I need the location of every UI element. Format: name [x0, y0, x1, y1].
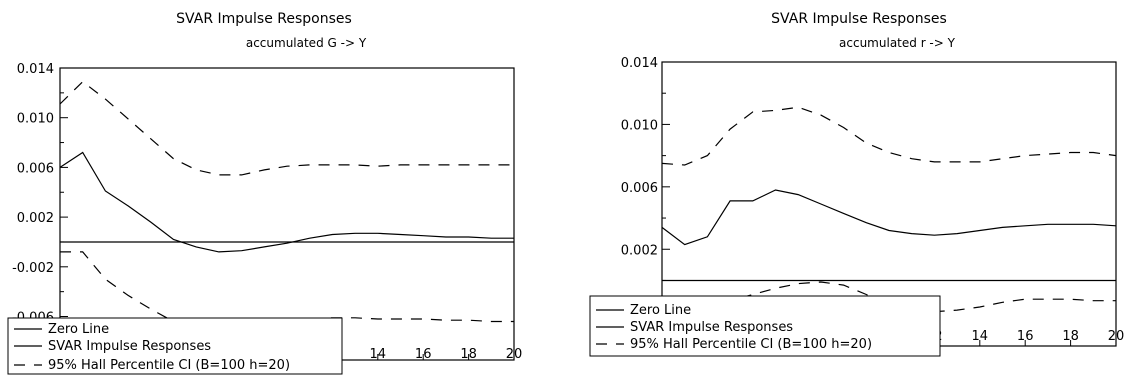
ci-lower-line [60, 251, 514, 336]
x-tick-label: 16 [1017, 329, 1034, 344]
legend: Zero Line SVAR Impulse Responses 95% Hal… [7, 317, 343, 375]
legend-label-svar: SVAR Impulse Responses [630, 320, 793, 335]
legend: Zero Line SVAR Impulse Responses 95% Hal… [589, 295, 941, 357]
ci-upper-line [59, 80, 514, 176]
svar-impulse-response-line [661, 189, 1117, 246]
y-tick-label: 0.014 [621, 56, 658, 71]
y-tick-label: 0.006 [17, 161, 54, 176]
legend-label-svar: SVAR Impulse Responses [48, 339, 211, 354]
y-tick-label: 0.002 [17, 211, 54, 226]
svar-impulse-response-line [59, 151, 514, 253]
chart-subtitle: accumulated G -> Y [246, 36, 367, 50]
chart-title: SVAR Impulse Responses [176, 11, 352, 27]
y-tick-label: 0.002 [621, 243, 658, 258]
ci-upper-line [661, 106, 1117, 166]
legend-box [589, 295, 941, 357]
legend-label-ci: 95% Hall Percentile CI (B=100 h=20) [48, 358, 290, 373]
y-tick-label: -0.002 [12, 261, 54, 276]
plot-frame [59, 67, 515, 361]
chart-title: SVAR Impulse Responses [771, 11, 947, 27]
chart-subtitle: accumulated r -> Y [839, 36, 956, 50]
legend-label-zero-line: Zero Line [630, 303, 691, 318]
chart-g-to-y: SVAR Impulse Responses accumulated G -> … [7, 11, 522, 375]
y-tick-label: 0.010 [17, 112, 54, 127]
x-tick-label: 18 [1062, 329, 1079, 344]
y-tick-label: 0.010 [621, 118, 658, 133]
y-tick-label: 0.014 [17, 62, 54, 77]
legend-box [7, 317, 343, 375]
x-tick-label: 14 [972, 329, 989, 344]
chart-r-to-y: SVAR Impulse Responses accumulated r -> … [589, 11, 1125, 357]
legend-label-zero-line: Zero Line [48, 322, 109, 337]
ci-lower-line [661, 281, 1116, 336]
y-tick-label: 0.006 [621, 181, 658, 196]
legend-label-ci: 95% Hall Percentile CI (B=100 h=20) [630, 337, 872, 352]
x-tick-label: 20 [1108, 329, 1125, 344]
